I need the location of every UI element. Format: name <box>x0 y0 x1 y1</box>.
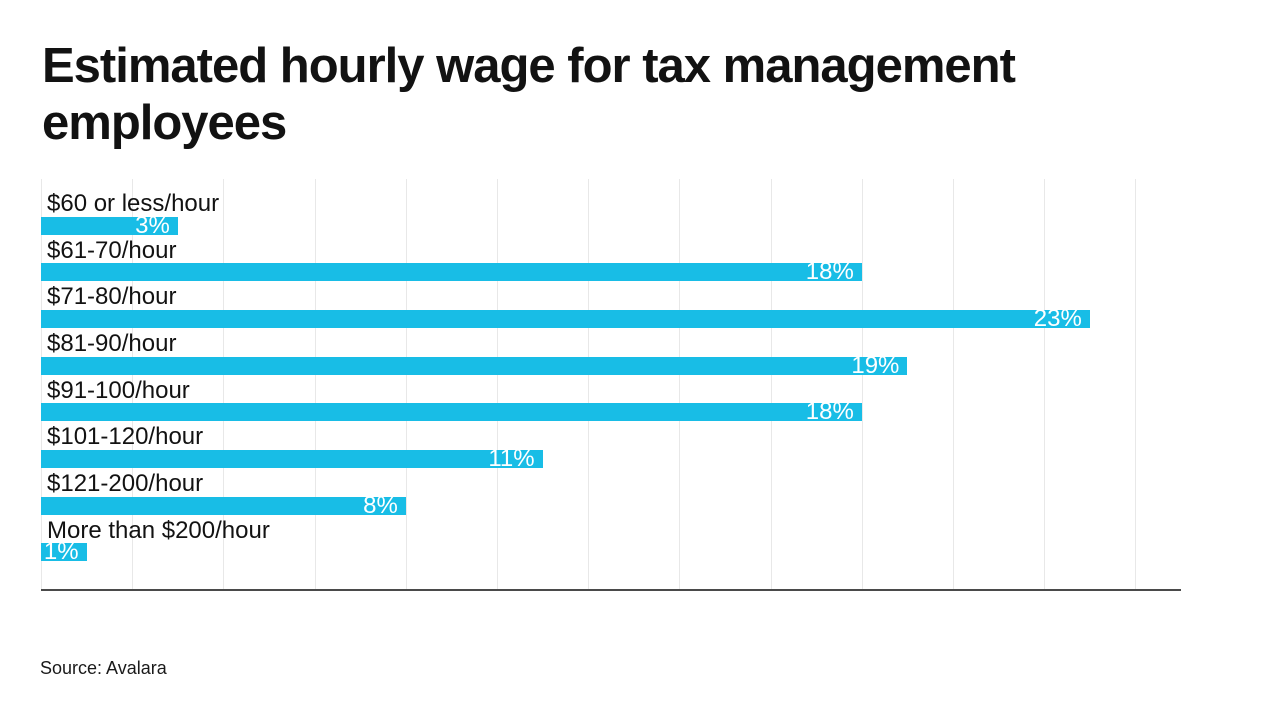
bar-value-label: 18% <box>805 398 854 426</box>
category-label: More than $200/hour <box>47 516 270 544</box>
category-label: $121-200/hour <box>47 470 204 498</box>
gridline <box>679 179 681 589</box>
category-label: $60 or less/hour <box>47 190 220 217</box>
bar-value-label: 11% <box>488 444 535 472</box>
chart-row: $101-120/hour 11% <box>41 424 1181 471</box>
gridline <box>1135 179 1137 589</box>
value-bar: 3% <box>41 211 178 239</box>
category-label: $91-100/hour <box>47 376 190 404</box>
gridline <box>588 179 590 589</box>
category-label: $71-80/hour <box>47 283 177 311</box>
value-bar: 11% <box>41 444 543 472</box>
gridline <box>405 179 407 589</box>
gridline <box>497 179 498 589</box>
chart-title: Estimated hourly wage for tax management… <box>42 39 1016 150</box>
value-bar: 18% <box>41 398 862 426</box>
chart-row: $91-100/hour 18% <box>41 376 1181 426</box>
value-bar: 1% <box>41 538 87 566</box>
gridline <box>223 179 225 589</box>
bar-value-label: 3% <box>135 211 170 239</box>
bar-value-label: 19% <box>851 351 900 379</box>
chart-row: $71-80/hour 23% <box>41 284 1181 331</box>
bar-value-label: 8% <box>363 491 398 519</box>
gridline <box>953 179 954 589</box>
bar-value-label: 23% <box>1033 304 1082 332</box>
category-label: $81-90/hour <box>47 330 177 358</box>
chart-row: $121-200/hour 8% <box>41 471 1181 518</box>
category-label: $61-70/hour <box>47 236 177 264</box>
bar-rows: $60 or less/hour 3% $61-70/hour 18% $71-… <box>41 191 1181 565</box>
gridline <box>314 179 316 589</box>
plot-area: $60 or less/hour 3% $61-70/hour 18% $71-… <box>41 179 1181 591</box>
chart-row: $60 or less/hour 3% <box>41 191 1181 238</box>
gridline <box>861 179 863 589</box>
x-axis-line <box>41 589 1181 591</box>
gridline <box>770 179 772 589</box>
bar-value-label: 18% <box>805 258 854 286</box>
gridline <box>1044 179 1046 589</box>
chart-row: $81-90/hour 19% <box>41 331 1181 378</box>
value-bar: 19% <box>41 351 908 379</box>
category-label: $101-120/hour <box>47 423 204 451</box>
value-bar: 23% <box>41 304 1090 332</box>
chart-row: $61-70/hour 18% <box>41 236 1181 286</box>
source-attribution: Source: Avalara <box>40 658 167 678</box>
chart-row: More than $200/hour 1% <box>41 516 1181 566</box>
gridline <box>41 179 42 589</box>
value-bar: 18% <box>41 258 862 286</box>
gridline <box>132 179 134 589</box>
bar-value-label: 1% <box>43 538 79 566</box>
value-bar: 8% <box>41 491 406 519</box>
